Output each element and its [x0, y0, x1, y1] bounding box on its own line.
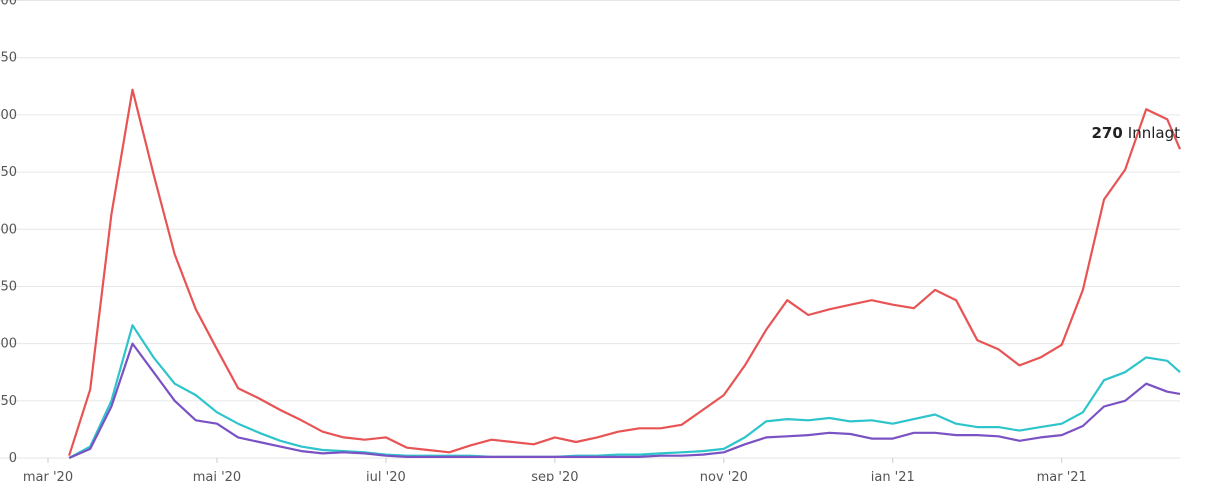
- y-tick-label: 350: [0, 51, 17, 66]
- series-line: [68, 324, 1181, 459]
- y-tick-label: 50: [0, 394, 17, 409]
- y-tick-label: 200: [0, 222, 17, 237]
- y-tick-label: 150: [0, 279, 17, 294]
- y-tick-label: 0: [9, 451, 17, 466]
- end-label: 270 Innlagt: [1091, 124, 1180, 142]
- y-tick-label: 100: [0, 337, 17, 352]
- y-tick-label: 300: [0, 108, 17, 123]
- x-tick-label: jan '21: [870, 470, 915, 481]
- y-tick-label: 250: [0, 165, 17, 180]
- end-label-value: 270: [1091, 124, 1122, 142]
- x-tick-label: sep '20: [531, 470, 578, 481]
- end-label-name: Innlagt: [1128, 124, 1180, 142]
- series-line: [68, 88, 1182, 457]
- x-tick-label: mar '21: [1037, 470, 1087, 481]
- x-tick-label: jul '20: [365, 470, 406, 481]
- x-tick-label: mar '20: [23, 470, 73, 481]
- y-tick-label: 400: [0, 0, 17, 9]
- series-line: [68, 342, 1181, 460]
- x-tick-label: mai '20: [193, 470, 242, 481]
- x-tick-label: nov '20: [700, 470, 748, 481]
